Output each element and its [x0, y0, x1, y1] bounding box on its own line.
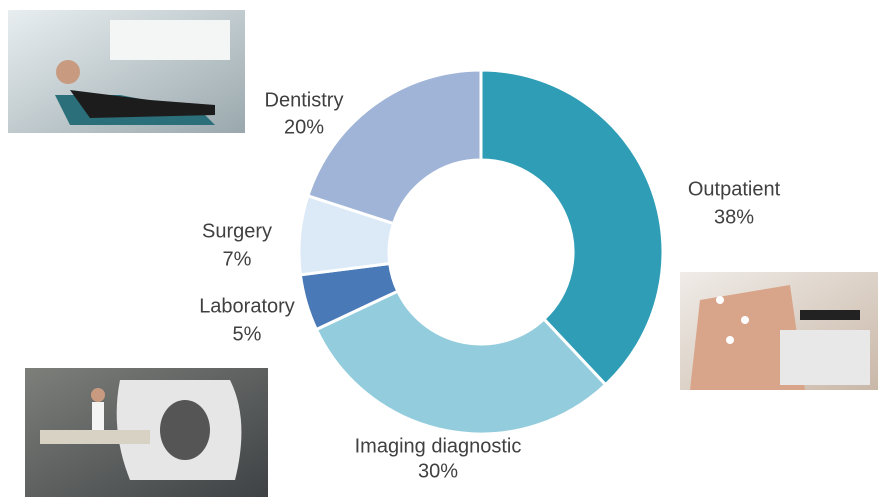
wedge: [481, 70, 663, 385]
value-label: 5%: [233, 323, 262, 345]
value-label: 20%: [284, 116, 324, 138]
chart: Outpatient 38% Imaging diagnostic 30% Labora…: [0, 0, 879, 499]
value-label: 38%: [714, 206, 754, 228]
category-label: Laboratory: [199, 295, 295, 317]
category-label: Surgery: [202, 220, 272, 242]
category-label: Dentistry: [265, 89, 344, 111]
photo-ecg: [680, 272, 878, 390]
photo-mri: [25, 368, 268, 497]
donut: [299, 70, 663, 434]
category-label: Outpatient: [688, 178, 781, 200]
value-label: 7%: [223, 248, 252, 270]
photo-dentistry: [8, 10, 245, 133]
value-label: 30%: [418, 460, 458, 482]
category-label: Imaging diagnostic: [355, 435, 522, 457]
page: Outpatient 38% Imaging diagnostic 30% Labora…: [0, 0, 879, 499]
